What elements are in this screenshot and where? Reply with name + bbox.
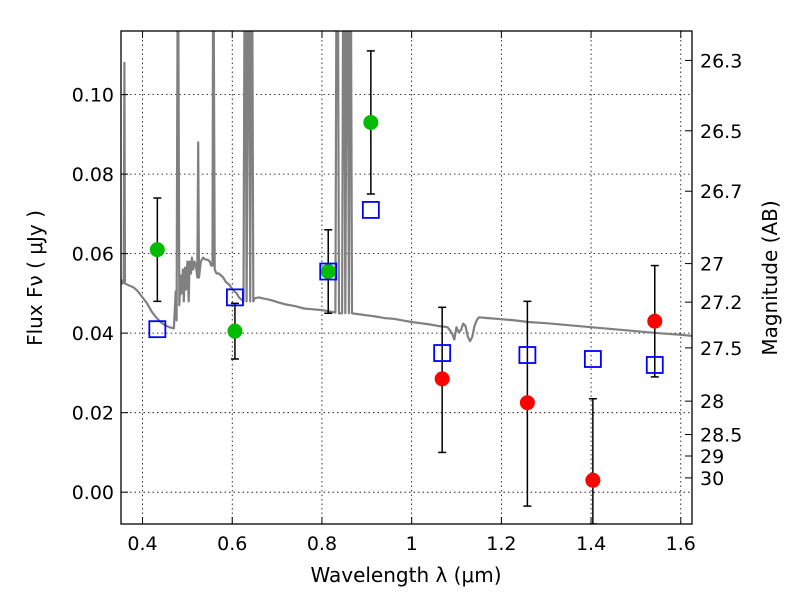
y2-tick-label: 27 <box>700 254 724 276</box>
observed-data-point <box>434 306 450 454</box>
model-flux-square <box>148 320 167 339</box>
x-tick-label: 1 <box>406 533 418 555</box>
flux-marker <box>320 264 336 280</box>
sed-model-curve <box>121 31 692 343</box>
y-tick-label: 0.00 <box>72 482 114 504</box>
y-axis-label: Flux Fν ( μJy ) <box>23 210 47 346</box>
observed-data-point <box>227 302 243 360</box>
model-flux-square <box>583 350 602 368</box>
y2-tick-label: 27.5 <box>700 338 742 360</box>
observed-data-point <box>647 264 663 378</box>
y-tick-label: 0.10 <box>72 85 114 107</box>
y2-tick-label: 28.5 <box>700 425 742 447</box>
y2-tick-label: 26.7 <box>700 181 742 203</box>
flux-marker <box>519 395 535 411</box>
flux-marker <box>647 313 663 329</box>
y2-tick-label: 30 <box>700 468 724 490</box>
plot-area <box>121 31 692 524</box>
y2-tick-label: 26.3 <box>700 50 742 72</box>
observed-data-point <box>149 197 165 303</box>
model-flux-square <box>361 201 380 219</box>
observed-data-point <box>519 300 535 507</box>
flux-marker <box>434 371 450 387</box>
model-flux-square <box>433 344 452 362</box>
x-tick-label: 1.2 <box>486 533 516 555</box>
observed-data-point <box>363 50 379 195</box>
observed-data-point <box>320 229 336 315</box>
y-tick-label: 0.06 <box>72 244 114 266</box>
y2-tick-label: 27.2 <box>700 292 742 314</box>
flux-marker <box>585 472 601 488</box>
y-tick-label: 0.04 <box>72 323 114 345</box>
model-flux-square <box>645 356 664 374</box>
x-tick-label: 0.4 <box>127 533 157 555</box>
y-tick-label: 0.08 <box>72 164 114 186</box>
x-tick-label: 1.6 <box>666 533 696 555</box>
x-axis-label: Wavelength λ (μm) <box>310 563 501 587</box>
grid-lines <box>121 31 692 524</box>
y2-tick-label: 28 <box>700 391 724 413</box>
axis-ticks: 0.4 0.6 0.8 1 1.2 1.4 1.6 0.00 0.02 0.04 0.06 0.08 0… <box>72 31 742 555</box>
observed-data-point <box>585 398 601 524</box>
y2-tick-label: 29 <box>700 446 724 468</box>
model-flux-square <box>319 262 338 281</box>
model-flux-square <box>518 346 537 364</box>
x-tick-label: 0.8 <box>307 533 337 555</box>
y-tick-label: 0.02 <box>72 403 114 425</box>
flux-marker <box>149 242 165 258</box>
y2-axis-label: Magnitude (AB) <box>758 200 782 355</box>
flux-marker <box>363 114 379 130</box>
y2-tick-label: 26.5 <box>700 121 742 143</box>
x-tick-label: 0.6 <box>217 533 247 555</box>
x-tick-label: 1.4 <box>576 533 606 555</box>
flux-marker <box>227 323 243 339</box>
plot-frame <box>120 30 693 525</box>
model-flux-square <box>226 288 244 307</box>
